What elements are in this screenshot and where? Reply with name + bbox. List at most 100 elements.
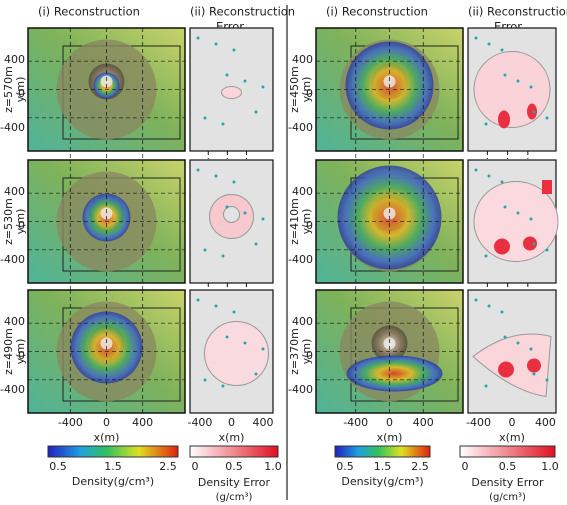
x-tick-label: -400: [187, 416, 212, 429]
crater-rim: [383, 337, 396, 350]
station: [221, 384, 225, 388]
station: [500, 180, 504, 184]
station: [484, 122, 488, 126]
station: [225, 205, 229, 209]
colorbar-tick: 1.0: [264, 460, 282, 473]
station: [214, 304, 218, 308]
station: [484, 254, 488, 258]
y-tick-label: 0: [18, 87, 25, 100]
colorbar-tick: 0.5: [49, 460, 67, 473]
station: [214, 174, 218, 178]
station: [214, 42, 218, 46]
station: [545, 248, 549, 252]
error-hole: [223, 206, 240, 223]
error-colorbar: [189, 445, 279, 458]
row-label: z=570m: [2, 66, 15, 113]
row-label: z=450m: [288, 66, 301, 113]
colorbar-tick: 1.0: [541, 460, 559, 473]
colorbar-tick: 0: [462, 460, 469, 473]
y-tick-label: 400: [292, 53, 313, 66]
y-label: y(m): [300, 77, 313, 103]
y-label: y(m): [14, 209, 27, 235]
y-tick-label: 0: [306, 219, 313, 232]
crater-rim: [100, 75, 113, 88]
station: [243, 211, 247, 215]
crater-rim: [100, 337, 113, 350]
error-hot: [523, 236, 537, 251]
recon-title: (i) Reconstruction: [38, 5, 140, 19]
y-label: y(m): [300, 209, 313, 235]
station: [545, 378, 549, 382]
colorbar-label: Density(g/cm³): [72, 475, 154, 488]
colorbar-tick: 0.5: [499, 460, 517, 473]
y-tick-label: 400: [4, 53, 25, 66]
station: [487, 42, 491, 46]
row-label: z=490m: [2, 328, 15, 375]
y-tick-label: -400: [0, 383, 25, 396]
station: [196, 298, 200, 302]
x-tick-label: 400: [132, 416, 153, 429]
y-tick-label: 0: [306, 87, 313, 100]
colorbar-tick: 1.5: [104, 460, 122, 473]
x-tick-label: 0: [386, 416, 393, 429]
station: [196, 168, 200, 172]
error-hot: [498, 361, 514, 378]
y-tick-label: 400: [292, 315, 313, 328]
station: [232, 48, 236, 52]
colorbar-tick: 2.5: [159, 460, 177, 473]
x-tick-label: 400: [535, 416, 556, 429]
station: [503, 205, 507, 209]
y-tick-label: -400: [0, 253, 25, 266]
colorbar-unit: (g/cm³): [489, 492, 526, 503]
station: [254, 110, 258, 114]
x-tick-label: 400: [253, 416, 274, 429]
station: [232, 180, 236, 184]
colorbar-tick: 2.5: [411, 460, 429, 473]
y-label: y(m): [14, 339, 27, 365]
error-hot: [542, 180, 552, 194]
station: [221, 122, 225, 126]
station: [500, 48, 504, 52]
x-tick-label: -400: [343, 416, 368, 429]
station: [261, 347, 265, 351]
colorbar-tick: 0.5: [225, 460, 243, 473]
colorbar-label: Density(g/cm³): [341, 475, 423, 488]
y-tick-label: -400: [288, 383, 313, 396]
crater-rim: [383, 207, 396, 220]
density-colorbar: [47, 445, 179, 458]
x-tick-label: -400: [58, 416, 83, 429]
station: [261, 217, 265, 221]
error-hot: [527, 358, 541, 373]
station: [232, 310, 236, 314]
y-label: y(m): [300, 339, 313, 365]
y-tick-label: -400: [288, 121, 313, 134]
error-hot: [494, 238, 510, 255]
station: [203, 248, 207, 252]
density-colorbar: [334, 445, 431, 458]
density-blob: [346, 355, 443, 392]
x-label: x(m): [499, 431, 525, 444]
x-tick-label: 0: [103, 416, 110, 429]
row-label: z=370m: [288, 328, 301, 375]
y-tick-label: -400: [288, 253, 313, 266]
station: [529, 347, 533, 351]
station: [545, 116, 549, 120]
error-blob: [473, 51, 551, 128]
station: [474, 36, 478, 40]
colorbar-label: Density Error: [471, 476, 544, 489]
recon-title: (i) Reconstruction: [326, 5, 428, 19]
station: [516, 341, 520, 345]
station: [474, 298, 478, 302]
x-label: x(m): [94, 431, 120, 444]
station: [487, 304, 491, 308]
y-tick-label: 400: [292, 185, 313, 198]
station: [243, 79, 247, 83]
y-tick-label: -400: [0, 121, 25, 134]
x-label: x(m): [219, 431, 245, 444]
station: [203, 378, 207, 382]
x-tick-label: 400: [413, 416, 434, 429]
crater-rim: [100, 207, 113, 220]
error-hot: [498, 110, 510, 129]
station: [503, 73, 507, 77]
